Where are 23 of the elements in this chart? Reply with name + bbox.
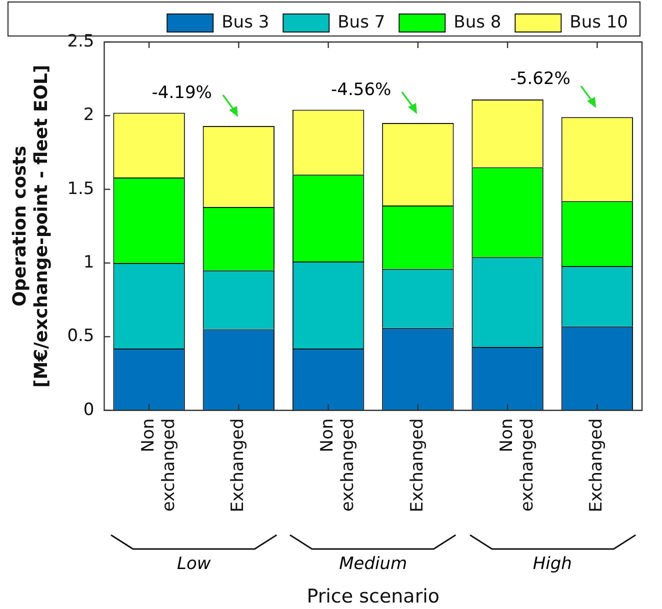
y-tick-label: 2 xyxy=(83,105,94,126)
legend-label: Bus 10 xyxy=(570,12,628,32)
x-tick-label: Exchanged xyxy=(228,418,248,512)
x-axis-title: Price scenario xyxy=(306,586,440,608)
legend-label: Bus 7 xyxy=(338,12,386,32)
annotation: -4.19% xyxy=(152,82,212,103)
y-tick-label: 0 xyxy=(83,400,94,420)
y-tick-label: 1 xyxy=(83,252,94,272)
legend-label: Bus 8 xyxy=(454,12,502,32)
x-tick-label: Non exchanged xyxy=(318,418,358,512)
text: Medium xyxy=(339,554,408,574)
y-tick-label: 1.5 xyxy=(67,178,94,199)
y-tick-label: 0.5 xyxy=(67,326,94,346)
x-tick-label: Exchanged xyxy=(407,418,428,512)
text: High xyxy=(532,554,572,574)
x-tick-label: Non exchanged xyxy=(138,418,179,512)
x-tick-label: Exchanged xyxy=(586,418,607,512)
y-axis-title: Operation costs [M€/exchange-point - fleet EOL] xyxy=(9,64,52,388)
annotation: -4.56% xyxy=(331,80,392,100)
annotation: -5.62% xyxy=(510,69,570,90)
text: Low xyxy=(176,554,211,574)
legend-label: Bus 3 xyxy=(222,12,270,32)
x-tick-label: Non exchanged xyxy=(496,418,538,512)
